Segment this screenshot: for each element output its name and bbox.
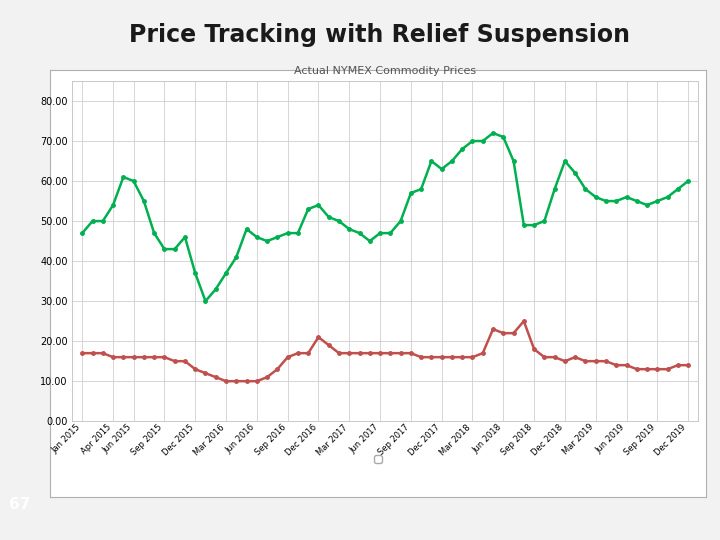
Text: 67: 67 — [9, 497, 30, 512]
Title: Actual NYMEX Commodity Prices: Actual NYMEX Commodity Prices — [294, 66, 476, 76]
Text: Price Tracking with Relief Suspension: Price Tracking with Relief Suspension — [130, 23, 630, 47]
Legend:  — [374, 455, 382, 463]
